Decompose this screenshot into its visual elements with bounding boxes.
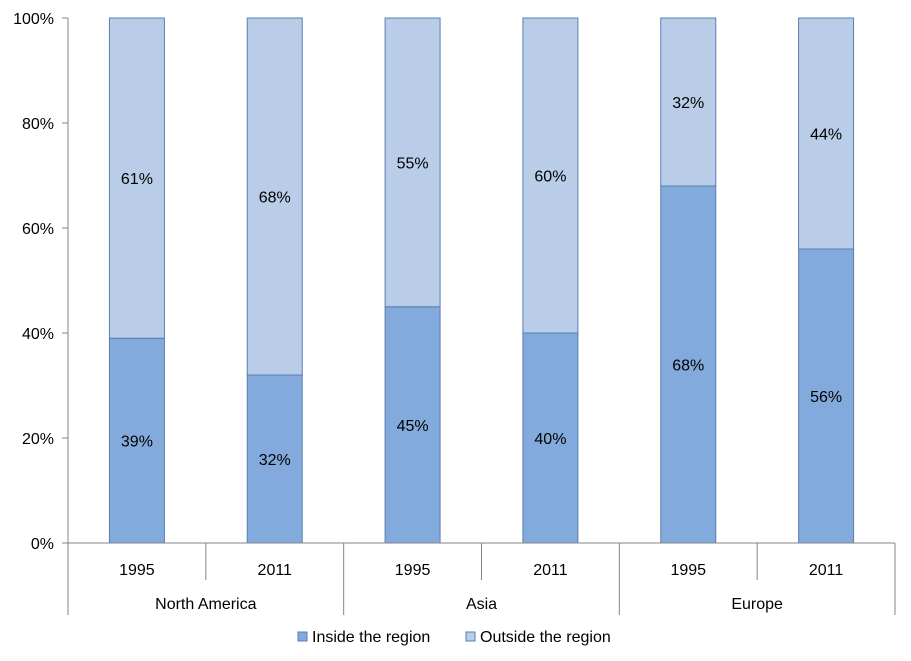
x-tick-label: 2011 (258, 562, 293, 579)
group-label: Europe (731, 596, 783, 613)
bar-segment (660, 17, 717, 187)
y-tick-label: 20% (22, 431, 54, 448)
data-label: 32% (259, 452, 291, 469)
bar-segment (246, 17, 303, 376)
data-label: 40% (534, 431, 566, 448)
data-label: 45% (397, 418, 429, 435)
bar-segment (798, 17, 855, 250)
data-label: 39% (121, 434, 153, 451)
y-tick-label: 80% (22, 116, 54, 133)
y-tick-label: 40% (22, 326, 54, 343)
data-label: 32% (672, 95, 704, 112)
legend-label: Inside the region (312, 629, 430, 646)
bar-segment (384, 17, 441, 308)
group-label: North America (155, 596, 256, 613)
y-tick-label: 60% (22, 221, 54, 238)
bar-segment (660, 185, 717, 544)
bar-segment (384, 306, 441, 544)
bar-segment (246, 374, 303, 544)
group-label: Asia (466, 596, 497, 613)
data-label: 56% (810, 389, 842, 406)
y-axis: 0% 20% 40% 60% 80% 100% (13, 11, 69, 553)
bar-segment (522, 17, 579, 334)
y-tick-label: 0% (31, 536, 54, 553)
x-tick-label: 1995 (395, 562, 431, 579)
legend-swatch (297, 631, 308, 642)
legend: Inside the region Outside the region (297, 629, 611, 646)
bar-segment (798, 248, 855, 544)
bars: 39% 61% 32% 68% 45% 55% 40% 60% 68% 32% 56% 44% (108, 17, 855, 544)
data-label: 61% (121, 171, 153, 188)
data-label: 68% (672, 358, 704, 375)
data-label: 44% (810, 127, 842, 144)
data-label: 60% (534, 169, 566, 186)
data-label: 68% (259, 190, 291, 207)
bar-segment (522, 332, 579, 544)
legend-swatch (465, 631, 476, 642)
legend-label: Outside the region (480, 629, 611, 646)
x-tick-label: 1995 (670, 562, 706, 579)
x-tick-label: 1995 (119, 562, 155, 579)
bar-segment (108, 17, 165, 339)
data-label: 55% (397, 155, 429, 172)
y-tick-label: 100% (13, 11, 54, 28)
x-tick-label: 2011 (533, 562, 568, 579)
x-tick-label: 2011 (809, 562, 844, 579)
